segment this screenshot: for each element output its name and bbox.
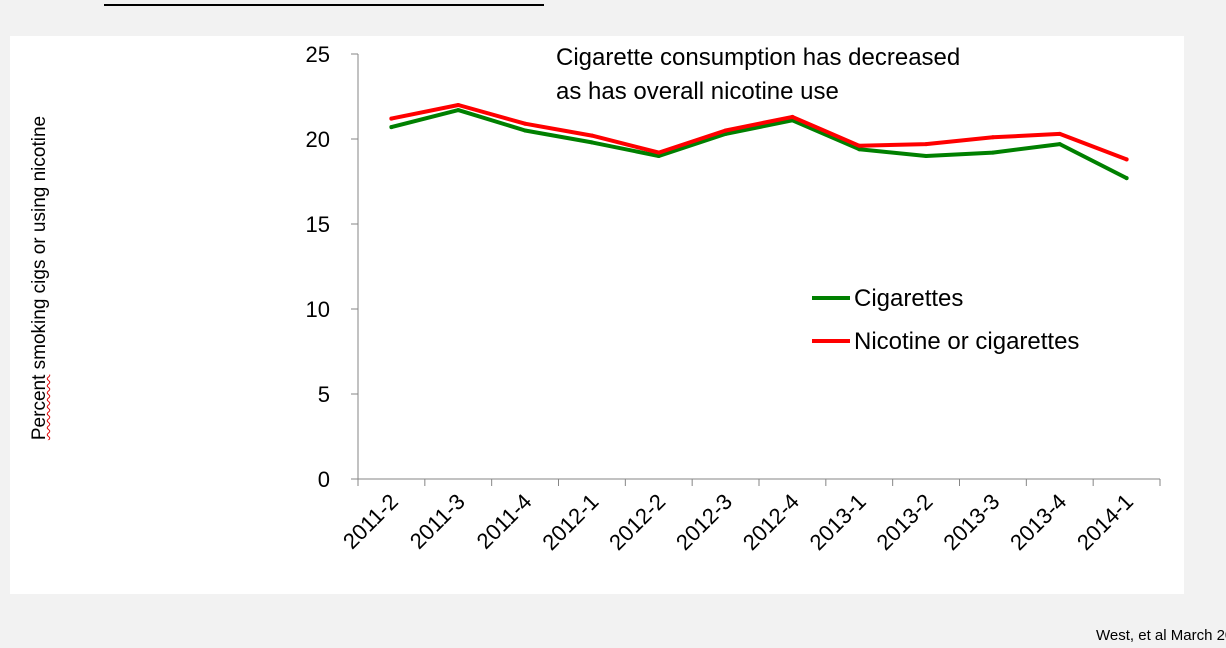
legend-label: Nicotine or cigarettes: [854, 328, 1079, 355]
data-point: [924, 154, 929, 158]
y-tick-label: 25: [306, 42, 330, 67]
chart-panel: [10, 36, 1184, 594]
data-point: [924, 142, 929, 147]
y-tick-label: 15: [306, 212, 330, 237]
y-tick-label: 0: [318, 467, 330, 492]
data-point: [656, 150, 661, 155]
legend-label: Cigarettes: [854, 285, 963, 312]
x-tick-label: 2013-2: [871, 489, 937, 555]
x-tick-label: 2012-4: [738, 489, 804, 555]
y-tick-label: 20: [306, 127, 330, 152]
x-tick-label: 2011-3: [405, 489, 470, 554]
series-line-cigarettes: [389, 108, 1129, 181]
data-point: [723, 128, 728, 133]
y-tick-label: 5: [318, 382, 330, 407]
data-point: [857, 147, 862, 152]
data-point: [990, 150, 995, 155]
top-rule: [104, 4, 544, 6]
x-tick-label: 2011-4: [472, 489, 537, 554]
x-tick-label: 2012-1: [537, 489, 603, 555]
y-tick-label: 10: [306, 297, 330, 322]
x-tick-label: 2011-2: [338, 489, 403, 554]
data-point: [523, 128, 528, 133]
data-point: [589, 140, 594, 145]
data-point: [656, 154, 661, 158]
data-point: [523, 121, 528, 126]
x-tick-label: 2013-3: [938, 489, 1004, 555]
data-point: [1124, 176, 1129, 181]
x-tick-label: 2013-4: [1005, 489, 1071, 555]
source-credit: West, et al March 2014: [1096, 627, 1226, 644]
x-tick-label: 2014-1: [1072, 489, 1138, 555]
data-point: [1057, 142, 1062, 147]
chart-annotation-line: as has overall nicotine use: [556, 78, 839, 105]
data-point: [790, 114, 795, 119]
series-line-nicotine-or-cigarettes: [389, 103, 1129, 162]
data-point: [1057, 131, 1062, 136]
x-tick-label: 2013-1: [805, 489, 871, 555]
data-point: [990, 135, 995, 140]
data-point: [456, 108, 461, 113]
data-point: [589, 133, 594, 138]
data-point: [857, 143, 862, 148]
data-point: [1124, 157, 1129, 162]
chart-annotation-line: Cigarette consumption has decreased: [556, 44, 960, 71]
x-tick-label: 2012-3: [671, 489, 737, 555]
data-point: [389, 125, 394, 130]
x-tick-label: 2012-2: [604, 489, 670, 555]
data-point: [389, 116, 394, 121]
data-point: [456, 103, 461, 107]
